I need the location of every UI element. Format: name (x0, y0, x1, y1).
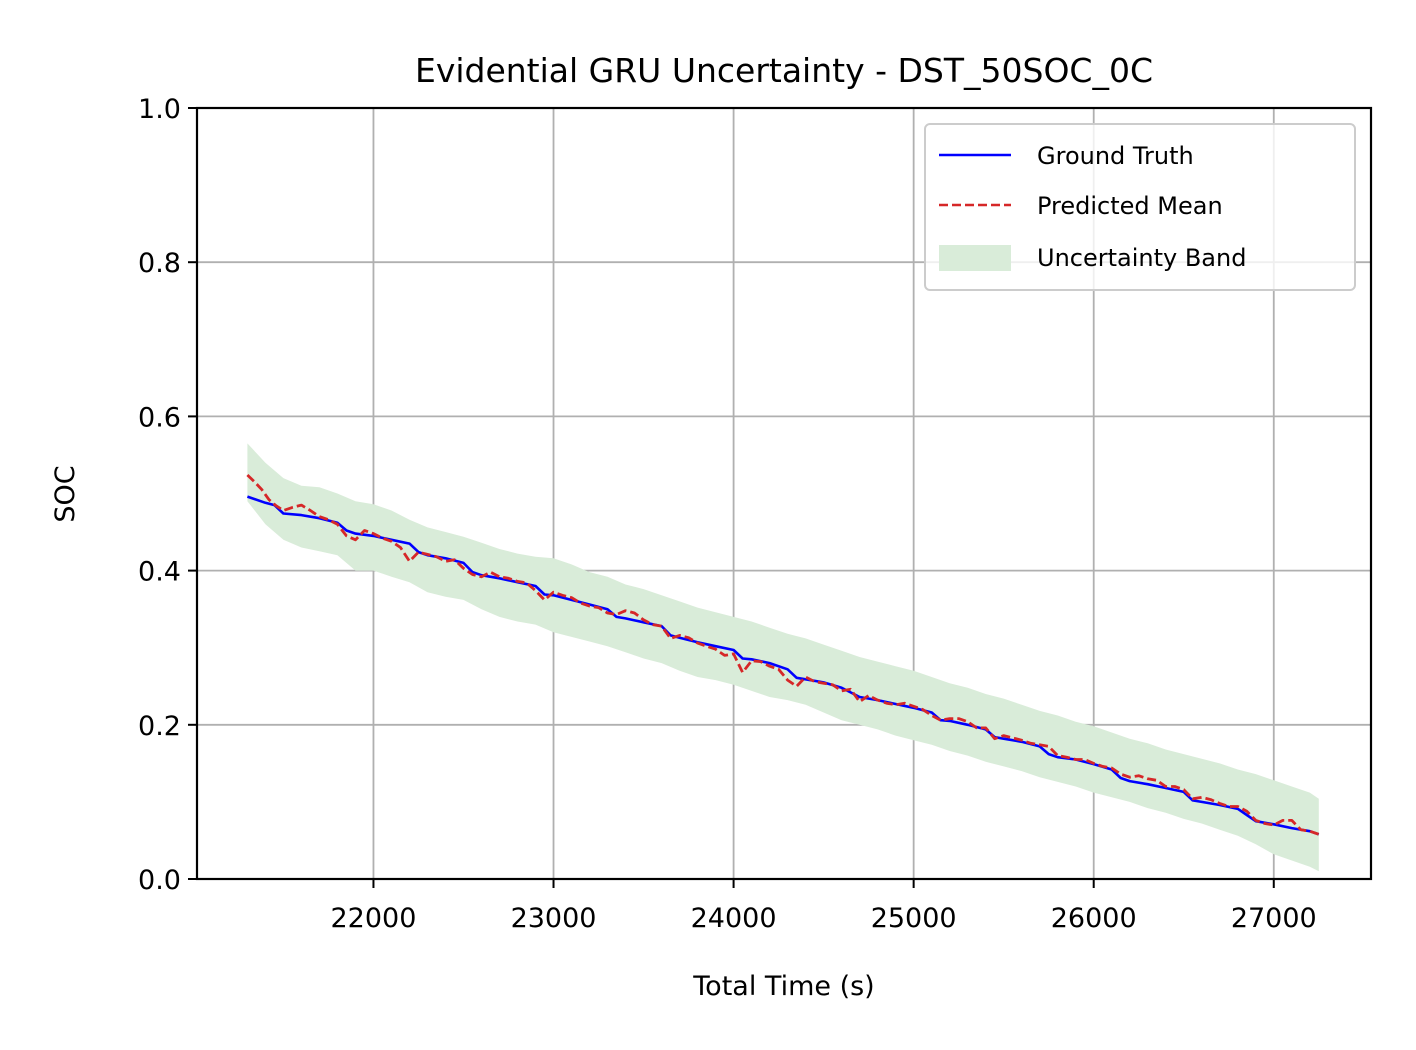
x-axis-ticks: 22000 23000 24000 25000 26000 27000 (331, 879, 1317, 934)
legend-box (924, 123, 1356, 291)
uncertainty-band-area (247, 443, 1319, 872)
legend-label-uncertainty-band: Uncertainty Band (1037, 244, 1246, 272)
band-layer (247, 443, 1319, 872)
x-tick-label: 23000 (511, 903, 597, 934)
y-tick-label: 0.4 (138, 557, 181, 588)
y-tick-label: 0.6 (138, 402, 181, 433)
y-axis-ticks: 0.0 0.2 0.4 0.6 0.8 1.0 (138, 94, 197, 896)
y-tick-label: 0.8 (138, 248, 181, 279)
y-tick-label: 1.0 (138, 94, 181, 125)
y-axis-label: SOC (50, 465, 81, 522)
y-tick-label: 0.0 (138, 865, 181, 896)
chart-title: Evidential GRU Uncertainty - DST_50SOC_0… (415, 51, 1153, 90)
x-tick-label: 26000 (1051, 903, 1137, 934)
pred-layer (246, 473, 1320, 836)
legend: Ground Truth Predicted Mean Uncertainty … (924, 123, 1356, 291)
x-tick-label: 24000 (691, 903, 777, 934)
legend-label-ground-truth: Ground Truth (1037, 142, 1194, 170)
predicted-mean-line (246, 473, 1320, 836)
x-tick-label: 27000 (1231, 903, 1317, 934)
plot-frame (195, 106, 1373, 881)
y-tick-label: 0.2 (138, 711, 181, 742)
x-tick-label: 22000 (331, 903, 417, 934)
legend-swatch-uncertainty-band (939, 245, 1011, 271)
x-tick-label: 25000 (871, 903, 957, 934)
legend-label-predicted-mean: Predicted Mean (1037, 192, 1223, 220)
x-axis-label: Total Time (s) (692, 971, 874, 1002)
